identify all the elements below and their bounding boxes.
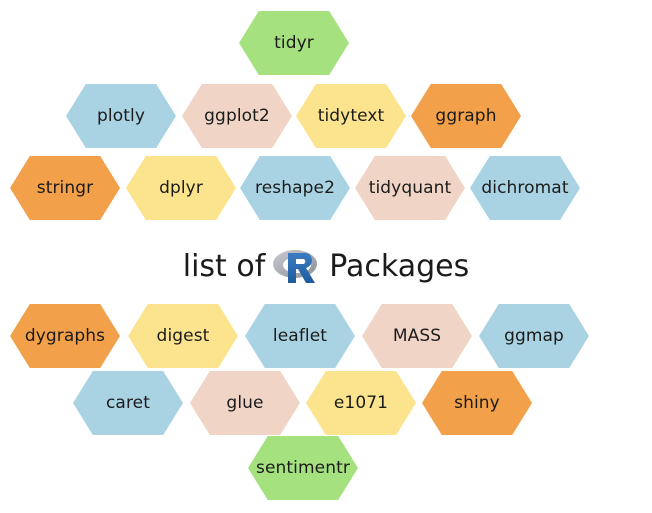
- package-hex-stringr: stringr: [10, 156, 120, 220]
- package-hex-tidyr: tidyr: [239, 11, 349, 75]
- r-logo-icon: [271, 245, 325, 287]
- package-hex-shiny: shiny: [422, 371, 532, 435]
- package-hex-ggraph: ggraph: [411, 84, 521, 148]
- package-label: shiny: [454, 393, 500, 413]
- package-label: plotly: [97, 106, 145, 126]
- package-hex-leaflet: leaflet: [245, 304, 355, 368]
- package-label: ggmap: [504, 326, 564, 346]
- package-hex-plotly: plotly: [66, 84, 176, 148]
- package-hex-e1071: e1071: [306, 371, 416, 435]
- package-hex-dplyr: dplyr: [126, 156, 236, 220]
- package-label: ggplot2: [204, 106, 270, 126]
- package-label: digest: [156, 326, 210, 346]
- package-label: MASS: [392, 326, 442, 346]
- package-hex-MASS: MASS: [362, 304, 472, 368]
- package-hex-glue: glue: [190, 371, 300, 435]
- title-suffix: Packages: [329, 248, 470, 284]
- package-label: tidytext: [317, 106, 385, 126]
- package-label: reshape2: [255, 178, 335, 198]
- package-hex-sentimentr: sentimentr: [248, 436, 358, 500]
- package-label: leaflet: [272, 326, 328, 346]
- package-label: dplyr: [159, 178, 203, 198]
- package-label: caret: [105, 393, 150, 413]
- package-hex-ggplot2: ggplot2: [182, 84, 292, 148]
- package-label: sentimentr: [256, 458, 350, 478]
- package-label: tidyquant: [368, 178, 452, 198]
- package-hex-reshape2: reshape2: [240, 156, 350, 220]
- title-prefix: list of: [182, 248, 266, 284]
- package-hex-dichromat: dichromat: [470, 156, 580, 220]
- page-title: list of Packages: [0, 240, 652, 292]
- package-label: dichromat: [481, 178, 569, 198]
- package-hex-digest: digest: [128, 304, 238, 368]
- package-label: tidyr: [274, 33, 314, 53]
- package-label: stringr: [36, 178, 94, 198]
- package-hex-tidyquant: tidyquant: [355, 156, 465, 220]
- package-hex-caret: caret: [73, 371, 183, 435]
- package-label: dygraphs: [24, 326, 106, 346]
- package-label: ggraph: [435, 106, 497, 126]
- package-hex-tidytext: tidytext: [296, 84, 406, 148]
- package-label: e1071: [333, 393, 389, 413]
- package-label: glue: [226, 393, 264, 413]
- package-hex-dygraphs: dygraphs: [10, 304, 120, 368]
- package-hex-ggmap: ggmap: [479, 304, 589, 368]
